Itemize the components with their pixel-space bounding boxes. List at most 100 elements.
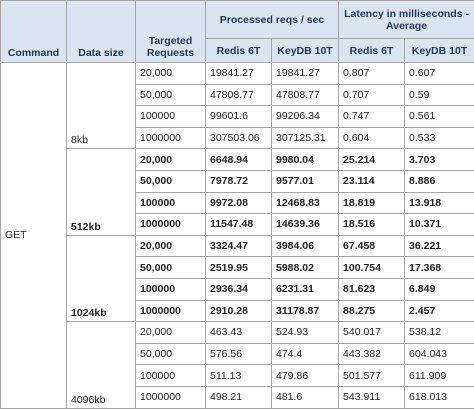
table-cell: 307125.31 (272, 127, 339, 149)
header-row: Command Data size Targeted Requests Proc… (1, 1, 474, 39)
table-cell: 10.371 (405, 214, 474, 236)
table-cell: 36.221 (405, 235, 474, 257)
table-cell: 604.043 (405, 343, 474, 365)
table-cell: 12468.83 (272, 192, 339, 214)
table-cell: 543.911 (339, 386, 405, 408)
table-cell: 20,000 (136, 322, 206, 344)
table-cell: 50,000 (136, 170, 206, 192)
table-cell: 0.604 (339, 127, 405, 149)
table-cell: 14639.36 (272, 214, 339, 236)
table-cell: 2519.95 (206, 257, 272, 279)
table-cell: 19841.27 (206, 63, 272, 85)
table-cell: 31178.87 (272, 300, 339, 322)
table-cell: 47808.77 (206, 84, 272, 106)
table-cell: 50,000 (136, 343, 206, 365)
command-cell: GET (1, 63, 67, 409)
table-cell: 100000 (136, 278, 206, 300)
table-cell: 0.561 (405, 106, 474, 128)
table-cell: 1000000 (136, 386, 206, 408)
header-cell: Data size (67, 1, 136, 63)
header-cell: Targeted Requests (136, 1, 206, 63)
table-cell: 2.457 (405, 300, 474, 322)
table-cell: 17.368 (405, 257, 474, 279)
table-cell: 481.6 (272, 386, 339, 408)
table-cell: 511.13 (206, 365, 272, 387)
table-cell: 524.93 (272, 322, 339, 344)
table-cell: 20,000 (136, 63, 206, 85)
table-cell: 7978.72 (206, 170, 272, 192)
table-cell: 0.807 (339, 63, 405, 85)
table-cell: 0.707 (339, 84, 405, 106)
table-cell: 611.909 (405, 365, 474, 387)
table-cell: 23.114 (339, 170, 405, 192)
table-cell: 1000000 (136, 127, 206, 149)
table-cell: 20,000 (136, 235, 206, 257)
table-cell: 25.214 (339, 149, 405, 171)
table-cell: 1000000 (136, 214, 206, 236)
data-size-cell: 1024kb (67, 235, 136, 321)
table-cell: 13.918 (405, 192, 474, 214)
table-cell: 538.12 (405, 322, 474, 344)
table-cell: 5988.02 (272, 257, 339, 279)
table-cell: 0.59 (405, 84, 474, 106)
table-cell: 50,000 (136, 84, 206, 106)
table-cell: 19841.27 (272, 63, 339, 85)
data-size-cell: 8kb (67, 63, 136, 149)
header-cell: KeyDB 10T (405, 39, 474, 63)
table-cell: 9980.04 (272, 149, 339, 171)
table-cell: 474.4 (272, 343, 339, 365)
table-cell: 8.886 (405, 170, 474, 192)
table-cell: 100000 (136, 365, 206, 387)
table-cell: 6231.31 (272, 278, 339, 300)
table-cell: 67.458 (339, 235, 405, 257)
table-cell: 443.382 (339, 343, 405, 365)
table-cell: 0.747 (339, 106, 405, 128)
table-cell: 100.754 (339, 257, 405, 279)
table-cell: 100000 (136, 192, 206, 214)
table-cell: 2910.28 (206, 300, 272, 322)
table-cell: 47808.77 (272, 84, 339, 106)
data-size-cell: 512kb (67, 149, 136, 235)
header-cell: KeyDB 10T (272, 39, 339, 63)
table-cell: 6.849 (405, 278, 474, 300)
table-cell: 1000000 (136, 300, 206, 322)
table-cell: 6648.94 (206, 149, 272, 171)
table-cell: 88.275 (339, 300, 405, 322)
table-cell: 2936.34 (206, 278, 272, 300)
table-cell: 498.21 (206, 386, 272, 408)
table-cell: 50,000 (136, 257, 206, 279)
table-cell: 3.703 (405, 149, 474, 171)
table-cell: 18.516 (339, 214, 405, 236)
table-header: Command Data size Targeted Requests Proc… (1, 1, 474, 63)
table-cell: 307503.06 (206, 127, 272, 149)
table-cell: 540.017 (339, 322, 405, 344)
header-cell: Latency in milliseconds - Average (339, 1, 474, 39)
table-cell: 618.013 (405, 386, 474, 408)
header-cell: Processed reqs / sec (206, 1, 339, 39)
table-cell: 3984.06 (272, 235, 339, 257)
table-cell: 463.43 (206, 322, 272, 344)
table-cell: 9972.08 (206, 192, 272, 214)
table-cell: 100000 (136, 106, 206, 128)
header-cell: Redis 6T (206, 39, 272, 63)
table-cell: 576.56 (206, 343, 272, 365)
table-cell: 3324.47 (206, 235, 272, 257)
table-cell: 81.623 (339, 278, 405, 300)
table-cell: 0.607 (405, 63, 474, 85)
data-size-cell: 4096kb (67, 322, 136, 408)
table-cell: 18.819 (339, 192, 405, 214)
table-cell: 99206.34 (272, 106, 339, 128)
header-cell: Redis 6T (339, 39, 405, 63)
header-cell: Command (1, 1, 67, 63)
table-cell: 11547.48 (206, 214, 272, 236)
table-cell: 0.533 (405, 127, 474, 149)
table-cell: 501.577 (339, 365, 405, 387)
table-cell: 20,000 (136, 149, 206, 171)
